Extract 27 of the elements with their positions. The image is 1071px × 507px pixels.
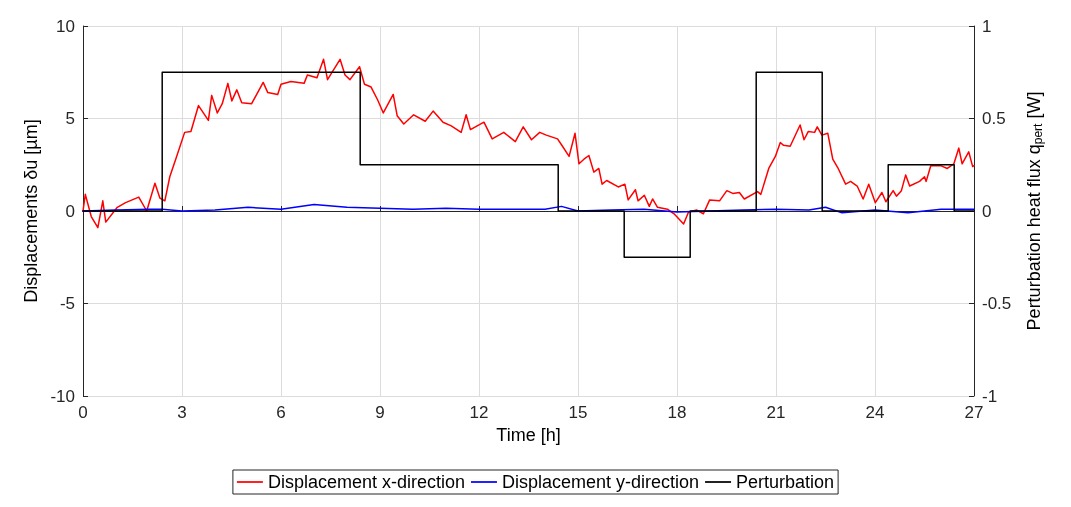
y-tick-label: 10: [56, 16, 75, 36]
y-tick-label: -5: [59, 294, 75, 313]
x-tick-label: 3: [177, 403, 187, 422]
x-tick-label: 21: [766, 403, 786, 422]
x-tick-label: 12: [469, 403, 489, 422]
y2-tick-label: 1: [982, 16, 992, 36]
x-tick-label: 15: [568, 403, 588, 422]
x-tick-label: 0: [78, 403, 88, 422]
y2-tick-label: -1: [982, 386, 998, 406]
line-series: [82, 58, 975, 229]
y-tick-label: -10: [50, 386, 75, 406]
y2-tick-label: 0.5: [982, 109, 1006, 128]
y2-tick-label: -0.5: [982, 294, 1012, 313]
x-axis-title: Time [h]: [496, 425, 561, 445]
y2-axis-title: Perturbation heat flux qpert [W]: [1024, 91, 1045, 331]
legend-label: Perturbation: [736, 472, 835, 492]
y-tick-label: 5: [65, 109, 75, 128]
legend-label: Displacement x-direction: [267, 472, 465, 492]
x-tick-label: 24: [865, 403, 885, 422]
x-tick-label: 27: [964, 403, 984, 422]
x-tick-label: 6: [276, 403, 286, 422]
legend-label: Displacement y-direction: [501, 472, 700, 492]
y2-tick-label: 0: [982, 201, 992, 221]
y-tick-label: 0: [65, 201, 75, 221]
x-tick-label: 9: [375, 403, 385, 422]
x-tick-label: 18: [667, 403, 687, 422]
y-axis-title: Displacements δu [µm]: [20, 119, 41, 303]
